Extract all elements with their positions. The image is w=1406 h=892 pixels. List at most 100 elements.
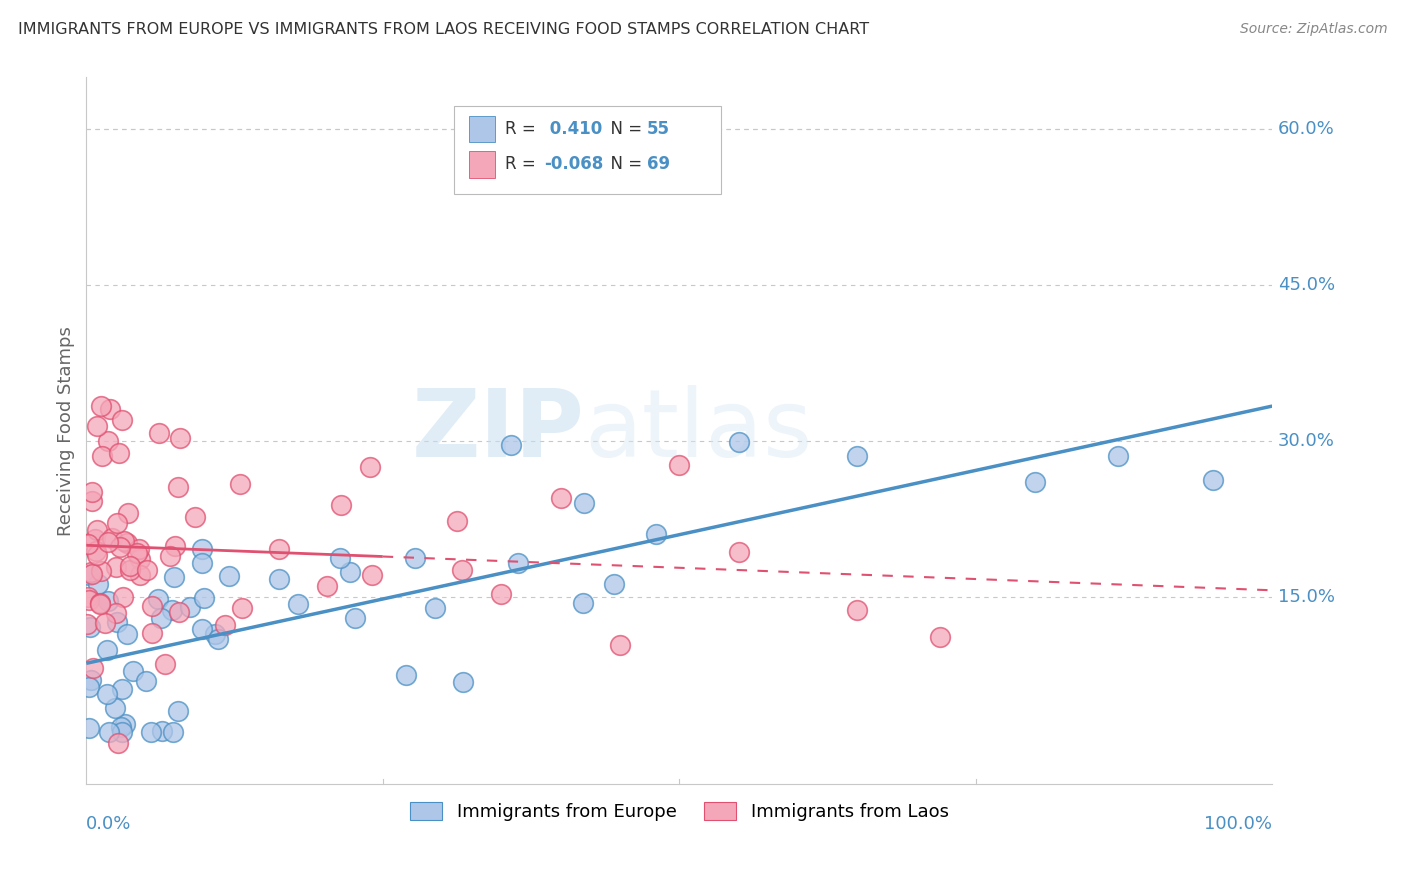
Point — [550, 491, 572, 506]
Point — [727, 434, 749, 449]
Text: N =: N = — [600, 155, 647, 173]
Point — [167, 704, 190, 718]
Point — [79, 620, 101, 634]
Point — [89, 597, 111, 611]
Point — [193, 591, 215, 606]
Point — [231, 600, 253, 615]
Point — [501, 438, 523, 452]
Bar — [470, 116, 495, 143]
Point — [111, 590, 134, 604]
Point — [105, 606, 128, 620]
Text: 45.0%: 45.0% — [1278, 277, 1336, 294]
Point — [169, 432, 191, 446]
Point — [190, 557, 212, 571]
Point — [166, 480, 188, 494]
Point — [330, 498, 353, 512]
Point — [162, 603, 184, 617]
Point — [139, 725, 162, 739]
Point — [129, 568, 152, 582]
Text: Source: ZipAtlas.com: Source: ZipAtlas.com — [1240, 22, 1388, 37]
Point — [117, 626, 139, 640]
Text: 69: 69 — [647, 155, 671, 173]
Point — [344, 611, 367, 625]
Point — [727, 545, 749, 559]
Point — [104, 701, 127, 715]
Text: N =: N = — [600, 120, 647, 138]
Point — [929, 630, 952, 644]
Point — [141, 599, 163, 613]
Point — [105, 560, 128, 574]
Point — [287, 597, 309, 611]
Point — [644, 527, 666, 541]
Point — [117, 506, 139, 520]
Point — [609, 638, 631, 652]
Point — [506, 556, 529, 570]
Point — [167, 605, 190, 619]
Point — [97, 594, 120, 608]
Point — [162, 725, 184, 739]
Point — [93, 615, 115, 630]
Point — [86, 576, 108, 591]
Point — [329, 550, 352, 565]
Point — [574, 496, 596, 510]
Point — [125, 546, 148, 560]
Legend: Immigrants from Europe, Immigrants from Laos: Immigrants from Europe, Immigrants from … — [402, 794, 956, 828]
Point — [668, 458, 690, 472]
Point — [163, 570, 186, 584]
Point — [846, 450, 869, 464]
Point — [89, 596, 111, 610]
Point — [404, 550, 426, 565]
Point — [1024, 475, 1046, 490]
Text: ZIP: ZIP — [412, 384, 585, 476]
Point — [269, 541, 291, 556]
Point — [108, 446, 131, 460]
Point — [1107, 449, 1129, 463]
Point — [316, 579, 339, 593]
Point — [76, 537, 98, 551]
Point — [115, 536, 138, 550]
FancyBboxPatch shape — [454, 106, 721, 194]
Point — [90, 564, 112, 578]
Point — [129, 551, 152, 566]
Point — [80, 493, 103, 508]
Point — [105, 516, 128, 530]
Point — [77, 567, 100, 582]
Point — [148, 425, 170, 440]
Point — [98, 725, 121, 739]
Point — [121, 664, 143, 678]
Point — [572, 596, 595, 610]
Point — [159, 549, 181, 563]
Text: 55: 55 — [647, 120, 671, 138]
Point — [114, 717, 136, 731]
Y-axis label: Receiving Food Stamps: Receiving Food Stamps — [58, 326, 75, 536]
Point — [83, 532, 105, 546]
Point — [360, 567, 382, 582]
Text: -0.068: -0.068 — [544, 155, 603, 173]
Point — [425, 601, 447, 615]
Point — [218, 569, 240, 583]
Point — [395, 668, 418, 682]
Text: R =: R = — [505, 120, 541, 138]
Point — [107, 735, 129, 749]
Point — [141, 626, 163, 640]
Point — [80, 567, 103, 582]
Point — [136, 563, 159, 577]
Point — [76, 617, 98, 632]
Point — [150, 724, 173, 739]
Text: 0.410: 0.410 — [544, 120, 602, 138]
Text: R =: R = — [505, 155, 541, 173]
Point — [111, 413, 134, 427]
Text: 0.0%: 0.0% — [86, 815, 132, 833]
Point — [120, 559, 142, 574]
Point — [214, 617, 236, 632]
Point — [77, 680, 100, 694]
Point — [90, 400, 112, 414]
Point — [451, 675, 474, 690]
Point — [86, 548, 108, 562]
Bar — [470, 151, 495, 178]
Point — [603, 577, 626, 591]
Point — [86, 419, 108, 434]
Point — [77, 593, 100, 607]
Point — [229, 477, 252, 491]
Point — [135, 674, 157, 689]
